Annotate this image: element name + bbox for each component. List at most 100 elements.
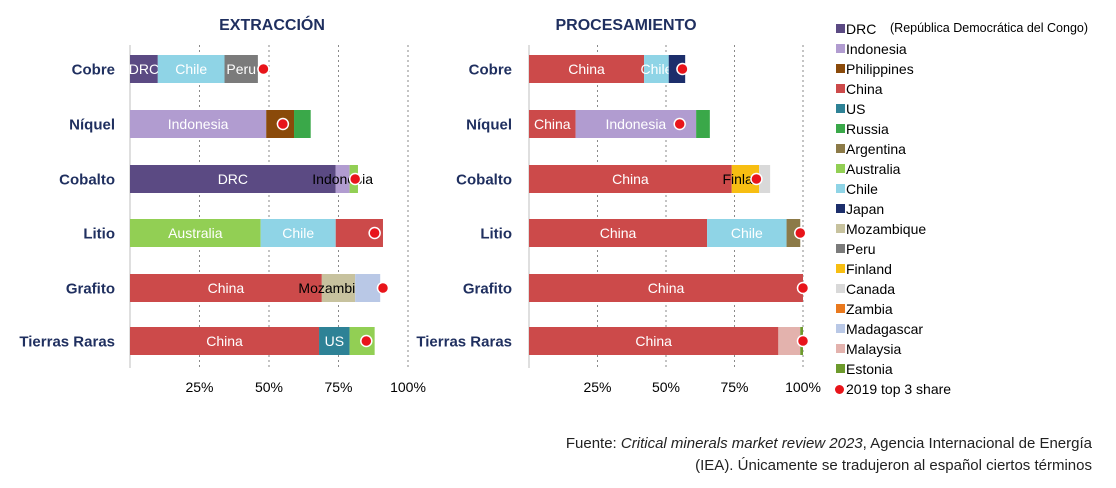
bar-segment	[529, 165, 732, 193]
x-tick-label: 100%	[390, 379, 426, 395]
segment-label: DRC	[218, 171, 248, 187]
marker-2019-top3	[348, 172, 362, 186]
marker-2019-top3	[796, 281, 810, 295]
segment-label: Indonesia	[606, 116, 667, 132]
category-label: Litio	[480, 226, 512, 243]
legend-label: Mozambique	[846, 221, 927, 237]
legend-item: Argentina	[832, 139, 1116, 159]
legend-item: Malaysia	[832, 339, 1116, 359]
legend-swatch	[836, 64, 845, 73]
bar-segment	[529, 327, 779, 355]
segment-label: China	[635, 333, 672, 349]
legend-swatch	[836, 264, 845, 273]
x-tick-label: 50%	[652, 379, 680, 395]
chart-title: PROCESAMIENTO	[555, 17, 696, 34]
chart-title: EXTRACCIÓN	[219, 15, 325, 34]
category-label: Tierras Raras	[416, 334, 512, 351]
legend-swatch	[836, 324, 845, 333]
legend-item: Zambia	[832, 299, 1116, 319]
segment-label: China	[600, 225, 637, 241]
legend-label: Peru	[846, 241, 876, 257]
bar-segment	[355, 274, 381, 302]
category-label: Níquel	[69, 117, 115, 134]
processing-chart: PROCESAMIENTO 25% 50% 75% 100% Cobre China Chil…	[416, 17, 821, 395]
marker-2019-top3	[257, 62, 270, 76]
legend-item: DRC (República Democrática del Congo)	[832, 19, 1116, 39]
x-tick-label: 50%	[255, 379, 283, 395]
x-tick-label: 25%	[185, 379, 213, 395]
bar-segment	[335, 165, 350, 193]
legend-label: Japan	[846, 201, 885, 217]
bar-segment	[529, 219, 708, 247]
source-suffix: , Agencia Internacional de Energía	[862, 435, 1092, 452]
legend-item: Chile	[832, 179, 1116, 199]
legend-item: Mozambique	[832, 219, 1116, 239]
legend-swatch	[836, 124, 845, 133]
legend-swatch	[836, 284, 845, 293]
legend-swatch	[836, 44, 845, 53]
bar-segment	[707, 219, 787, 247]
legend-item: Madagascar	[832, 319, 1116, 339]
segment-label: Indonesia	[168, 116, 229, 132]
legend-swatch	[836, 204, 845, 213]
bar-segment	[130, 165, 336, 193]
legend-label: Canada	[846, 281, 896, 297]
marker-2019-top3	[676, 62, 689, 76]
legend-label: Russia	[846, 121, 889, 137]
bar-segment	[529, 110, 576, 138]
bar-segment	[759, 165, 771, 193]
legend-swatch	[836, 104, 845, 113]
segment-label: Indonesia	[312, 171, 373, 187]
bar-segment	[130, 55, 158, 83]
legend-label: Finland	[846, 261, 892, 277]
bar-segment	[130, 327, 320, 355]
marker-2019-top3	[673, 117, 686, 131]
source-title: Critical minerals market review 2023	[620, 435, 863, 452]
category-label: Cobre	[469, 62, 512, 79]
legend-swatch	[836, 84, 845, 93]
bar-segment	[130, 219, 261, 247]
legend-swatch	[836, 164, 845, 173]
legend-item: Australia	[832, 159, 1116, 179]
bar-segment	[260, 219, 336, 247]
source-line-2: (IEA). Únicamente se tradujeron al españ…	[695, 457, 1092, 474]
category-label: Cobalto	[59, 172, 115, 189]
segment-label: US	[325, 333, 344, 349]
segment-label: China	[206, 333, 243, 349]
marker-2019-top3	[750, 172, 763, 186]
bar-segment	[130, 274, 322, 302]
segment-label: Australia	[168, 225, 223, 241]
legend-label: Philippines	[846, 61, 914, 77]
category-label: Cobre	[72, 62, 115, 79]
legend-item: Indonesia	[832, 39, 1116, 59]
segment-label: DRC	[129, 61, 159, 77]
legend-swatch	[836, 24, 845, 33]
legend-label: Zambia	[846, 301, 893, 317]
segment-label: Chile	[731, 225, 763, 241]
legend-swatch	[836, 344, 845, 353]
bar-segment	[644, 55, 669, 83]
marker-2019-top3	[376, 281, 390, 295]
segment-label: Chile	[640, 61, 672, 77]
bar-segment	[529, 55, 645, 83]
legend-item: Japan	[832, 199, 1116, 219]
legend-drc-note: (República Democrática del Congo)	[890, 21, 1089, 35]
legend-dot-marker	[835, 385, 844, 394]
category-label: Cobalto	[456, 172, 512, 189]
legend-label: Chile	[846, 181, 878, 197]
marker-2019-top3	[794, 226, 807, 240]
segment-label: Chile	[282, 225, 314, 241]
x-tick-label: 25%	[583, 379, 611, 395]
legend-label: DRC	[846, 21, 877, 37]
legend-item: Finland	[832, 259, 1116, 279]
bar-segment	[321, 274, 356, 302]
segment-label: China	[208, 280, 245, 296]
legend-swatch	[836, 184, 845, 193]
legend-item: Estonia	[832, 359, 1116, 379]
legend-item: Russia	[832, 119, 1116, 139]
legend-label: Australia	[846, 161, 901, 177]
bar-segment	[319, 327, 350, 355]
legend-label: Indonesia	[846, 41, 907, 57]
segment-label: Peru	[226, 61, 256, 77]
